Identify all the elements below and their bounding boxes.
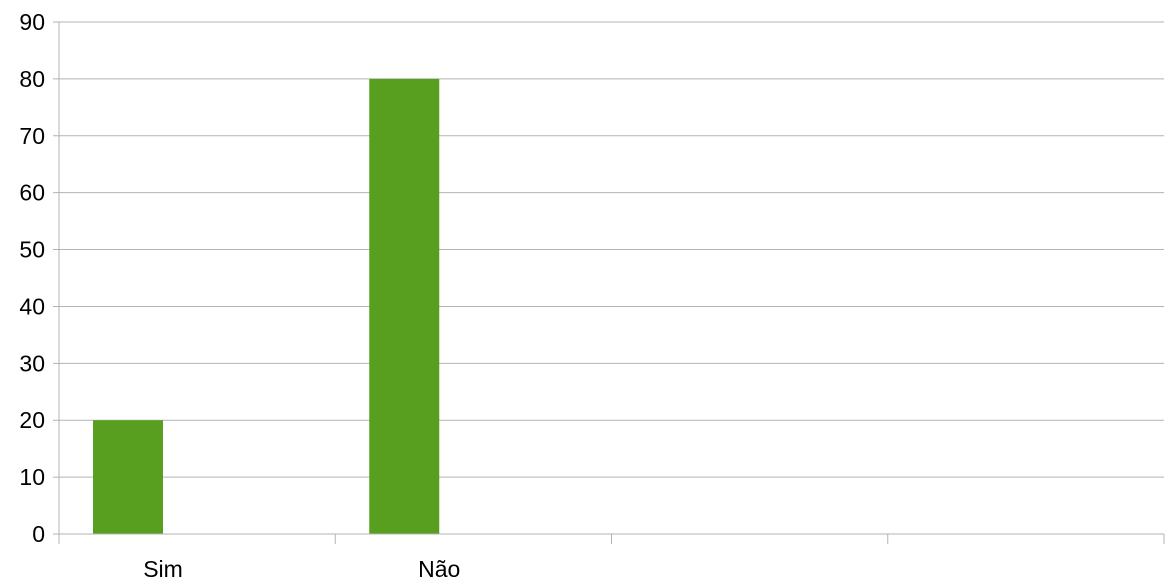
y-tick-label: 60 xyxy=(19,180,45,206)
bar-Não xyxy=(369,78,440,534)
y-tick-label: 70 xyxy=(19,123,45,149)
x-axis-labels: Sim Não xyxy=(143,556,460,582)
x-category-label: Não xyxy=(418,556,460,582)
y-tick-label: 90 xyxy=(19,9,45,35)
gridlines xyxy=(53,21,1164,535)
y-tick-label: 80 xyxy=(19,66,45,92)
bar-Sim xyxy=(93,420,163,534)
x-category-label: Sim xyxy=(143,556,183,582)
y-axis-ticks: 0 10 20 30 40 50 60 70 80 90 xyxy=(19,9,45,547)
bars xyxy=(93,78,440,534)
y-tick-label: 20 xyxy=(19,407,45,433)
y-tick-label: 0 xyxy=(32,521,45,547)
y-tick-label: 10 xyxy=(19,464,45,490)
x-axis-ticks xyxy=(334,534,1165,544)
y-tick-label: 40 xyxy=(19,293,45,319)
y-tick-label: 30 xyxy=(19,350,45,376)
y-tick-label: 50 xyxy=(19,237,45,263)
